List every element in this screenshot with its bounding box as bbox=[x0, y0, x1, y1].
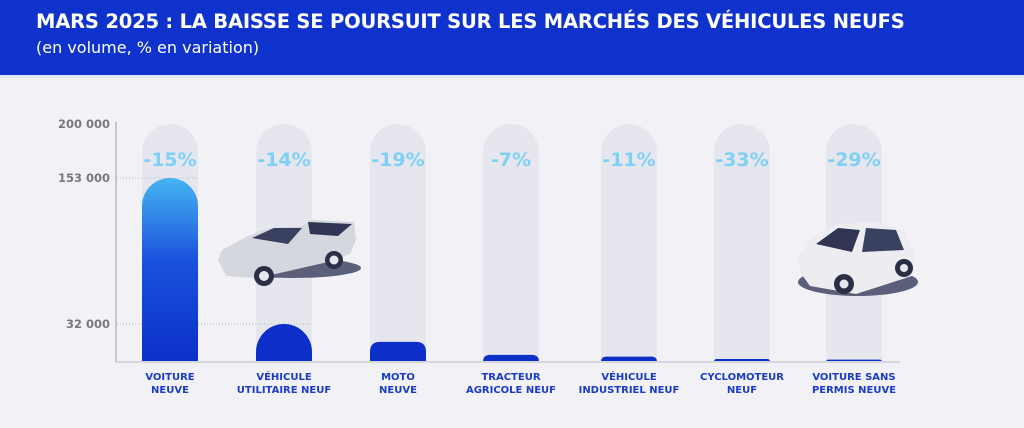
bar-track bbox=[601, 124, 657, 362]
variation-label: -14% bbox=[257, 149, 310, 171]
variation-label: -11% bbox=[602, 149, 655, 171]
category-label: CYCLOMOTEUR bbox=[700, 372, 784, 383]
bar bbox=[370, 341, 426, 362]
category-label: AGRICOLE NEUF bbox=[466, 385, 556, 396]
header-banner: MARS 2025 : LA BAISSE SE POURSUIT SUR LE… bbox=[0, 0, 1024, 78]
category-label: NEUVE bbox=[151, 385, 189, 396]
category-label: TRACTEUR bbox=[481, 372, 540, 383]
category-label: NEUVE bbox=[379, 385, 417, 396]
bar-track bbox=[483, 124, 539, 362]
category-label: VÉHICULE bbox=[256, 370, 311, 383]
bar bbox=[142, 178, 198, 362]
chart-subtitle: (en volume, % en variation) bbox=[36, 38, 260, 57]
category-label: NEUF bbox=[727, 385, 757, 396]
bar-track bbox=[714, 124, 770, 362]
category-label: MOTO bbox=[381, 372, 415, 383]
bar-track bbox=[370, 124, 426, 362]
variation-label: -33% bbox=[715, 149, 768, 171]
category-label: UTILITAIRE NEUF bbox=[237, 385, 331, 396]
category-label: VÉHICULE bbox=[601, 370, 656, 383]
bar bbox=[483, 354, 539, 362]
category-label: VOITURE bbox=[145, 372, 194, 383]
pickup-truck-icon bbox=[218, 220, 361, 286]
y-tick-label: 32 000 bbox=[66, 317, 110, 331]
bar bbox=[601, 356, 657, 362]
variation-label: -19% bbox=[371, 149, 424, 171]
category-label: VOITURE SANS bbox=[812, 372, 895, 383]
category-label: PERMIS NEUVE bbox=[812, 385, 896, 396]
variation-label: -15% bbox=[143, 149, 196, 171]
y-tick-label: 200 000 bbox=[58, 117, 110, 131]
variation-label: -7% bbox=[491, 149, 531, 171]
microcar-icon bbox=[798, 222, 918, 296]
variation-label: -29% bbox=[827, 149, 880, 171]
y-tick-label: 153 000 bbox=[58, 171, 110, 185]
chart-title: MARS 2025 : LA BAISSE SE POURSUIT SUR LE… bbox=[36, 10, 905, 33]
bar bbox=[256, 324, 312, 362]
category-label: INDUSTRIEL NEUF bbox=[579, 385, 680, 396]
